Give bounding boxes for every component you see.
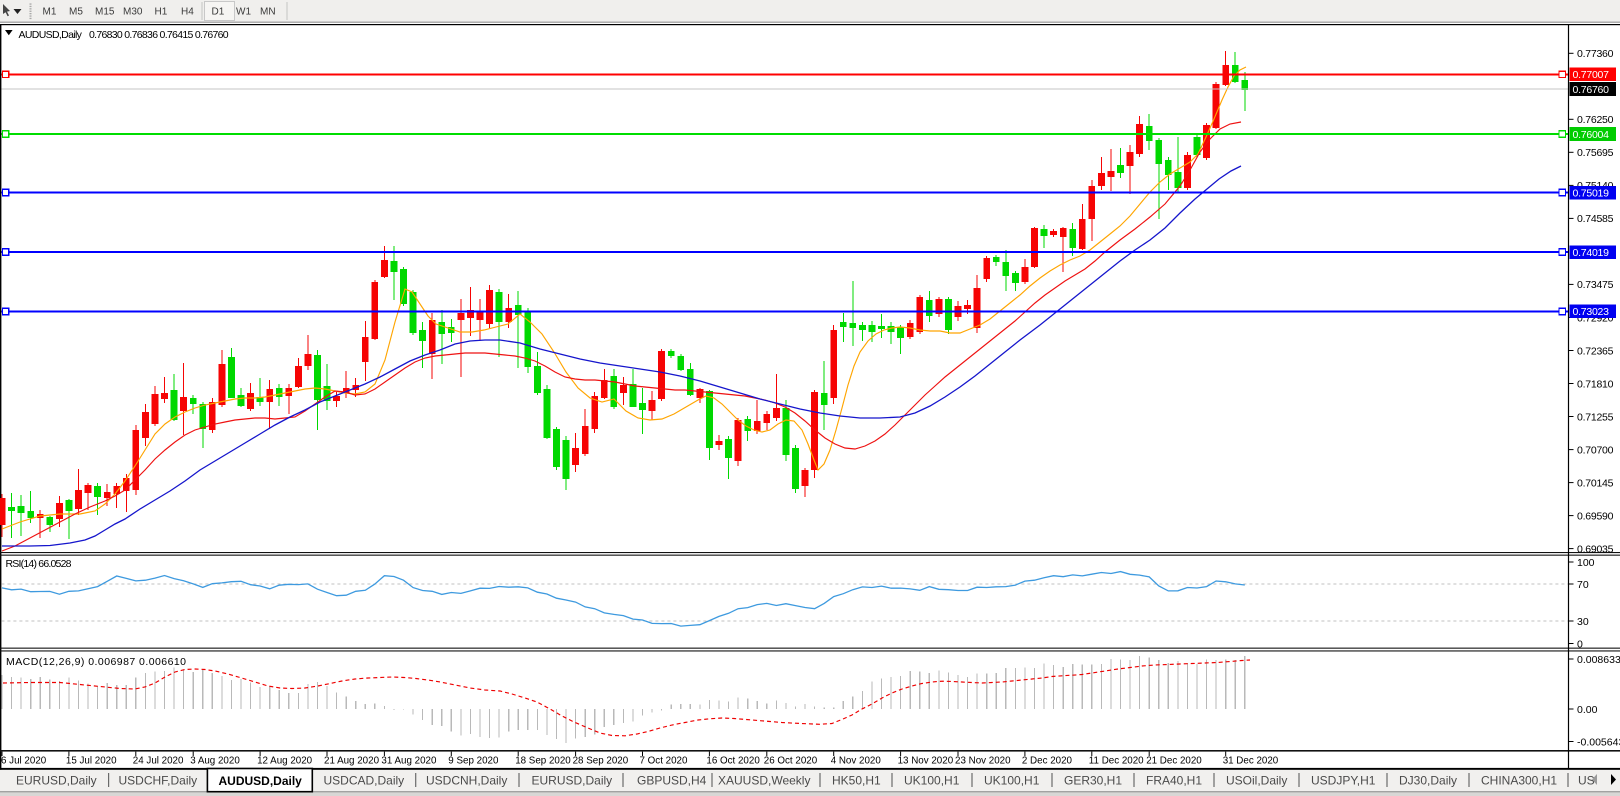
svg-text:0.73475: 0.73475 bbox=[1577, 279, 1614, 291]
svg-text:W1: W1 bbox=[236, 7, 251, 18]
svg-text:0.70700: 0.70700 bbox=[1577, 444, 1614, 456]
svg-text:USOil,Daily: USOil,Daily bbox=[1226, 774, 1287, 788]
svg-text:21 Dec 2020: 21 Dec 2020 bbox=[1146, 756, 1202, 767]
svg-text:H4: H4 bbox=[181, 7, 194, 18]
svg-text:M1: M1 bbox=[43, 7, 57, 18]
svg-text:0.74019: 0.74019 bbox=[1573, 247, 1610, 259]
svg-text:0.008633: 0.008633 bbox=[1577, 654, 1620, 666]
svg-text:16 Oct 2020: 16 Oct 2020 bbox=[706, 756, 760, 767]
svg-text:US: US bbox=[1578, 774, 1595, 788]
svg-text:M15: M15 bbox=[95, 7, 115, 18]
svg-text:0.76830 0.76836 0.76415 0.7676: 0.76830 0.76836 0.76415 0.76760 bbox=[89, 29, 229, 41]
svg-text:M30: M30 bbox=[123, 7, 143, 18]
svg-text:15 Jul 2020: 15 Jul 2020 bbox=[66, 756, 117, 767]
svg-text:D1: D1 bbox=[212, 7, 225, 18]
svg-text:UK100,H1: UK100,H1 bbox=[904, 774, 960, 788]
svg-text:CHINA300,H1: CHINA300,H1 bbox=[1481, 774, 1557, 788]
svg-text:26 Oct 2020: 26 Oct 2020 bbox=[764, 756, 818, 767]
svg-text:0.75019: 0.75019 bbox=[1573, 187, 1610, 199]
svg-text:13 Nov 2020: 13 Nov 2020 bbox=[898, 756, 954, 767]
svg-text:MACD(12,26,9) 0.006987 0.00661: MACD(12,26,9) 0.006987 0.006610 bbox=[6, 656, 186, 668]
svg-text:USDCNH,Daily: USDCNH,Daily bbox=[426, 774, 507, 788]
svg-text:0.76250: 0.76250 bbox=[1577, 114, 1614, 126]
svg-text:100: 100 bbox=[1577, 557, 1595, 569]
svg-text:UK100,H1: UK100,H1 bbox=[984, 774, 1040, 788]
svg-text:23 Nov 2020: 23 Nov 2020 bbox=[955, 756, 1011, 767]
svg-text:H1: H1 bbox=[155, 7, 168, 18]
svg-text:USDJPY,H1: USDJPY,H1 bbox=[1311, 774, 1376, 788]
svg-text:DJ30,Daily: DJ30,Daily bbox=[1399, 774, 1457, 788]
svg-text:USDCHF,Daily: USDCHF,Daily bbox=[119, 774, 198, 788]
svg-text:3 Aug 2020: 3 Aug 2020 bbox=[190, 756, 240, 767]
svg-text:0.77360: 0.77360 bbox=[1577, 48, 1614, 60]
svg-text:31 Dec 2020: 31 Dec 2020 bbox=[1223, 756, 1279, 767]
svg-text:MN: MN bbox=[260, 7, 276, 18]
svg-text:M5: M5 bbox=[69, 7, 83, 18]
svg-text:0.74585: 0.74585 bbox=[1577, 213, 1614, 225]
svg-text:0: 0 bbox=[1577, 639, 1583, 651]
svg-text:0.73023: 0.73023 bbox=[1573, 306, 1610, 318]
svg-text:0.75695: 0.75695 bbox=[1577, 147, 1614, 159]
svg-text:12 Aug 2020: 12 Aug 2020 bbox=[257, 756, 313, 767]
svg-text:FRA40,H1: FRA40,H1 bbox=[1146, 774, 1202, 788]
svg-text:30: 30 bbox=[1577, 616, 1589, 628]
svg-text:0.76760: 0.76760 bbox=[1573, 84, 1610, 96]
svg-text:EURUSD,Daily: EURUSD,Daily bbox=[532, 774, 613, 788]
svg-text:GER30,H1: GER30,H1 bbox=[1064, 774, 1122, 788]
svg-text:11 Dec 2020: 11 Dec 2020 bbox=[1089, 756, 1144, 767]
svg-text:EURUSD,Daily: EURUSD,Daily bbox=[16, 774, 97, 788]
svg-text:24 Jul 2020: 24 Jul 2020 bbox=[133, 756, 184, 767]
svg-text:-0.005643: -0.005643 bbox=[1577, 737, 1620, 749]
svg-text:70: 70 bbox=[1577, 579, 1589, 591]
svg-text:USDCAD,Daily: USDCAD,Daily bbox=[324, 774, 405, 788]
svg-text:RSI(14) 66.0528: RSI(14) 66.0528 bbox=[6, 558, 72, 570]
svg-text:31 Aug 2020: 31 Aug 2020 bbox=[381, 756, 437, 767]
svg-text:0.77007: 0.77007 bbox=[1573, 69, 1610, 81]
svg-text:9 Sep 2020: 9 Sep 2020 bbox=[448, 756, 499, 767]
svg-text:HK50,H1: HK50,H1 bbox=[832, 774, 881, 788]
svg-text:6 Jul 2020: 6 Jul 2020 bbox=[1, 756, 47, 767]
svg-text:XAUUSD,Weekly: XAUUSD,Weekly bbox=[718, 774, 810, 788]
svg-text:28 Sep 2020: 28 Sep 2020 bbox=[573, 756, 629, 767]
svg-text:0.70145: 0.70145 bbox=[1577, 477, 1614, 489]
svg-text:7 Oct 2020: 7 Oct 2020 bbox=[640, 756, 688, 767]
svg-text:0.76004: 0.76004 bbox=[1573, 129, 1610, 141]
svg-text:GBPUSD,H4: GBPUSD,H4 bbox=[637, 774, 707, 788]
svg-text:0.71255: 0.71255 bbox=[1577, 411, 1614, 423]
svg-text:0.69590: 0.69590 bbox=[1577, 510, 1614, 522]
svg-text:0.71810: 0.71810 bbox=[1577, 378, 1614, 390]
svg-text:0.00: 0.00 bbox=[1577, 704, 1598, 716]
svg-text:2 Dec 2020: 2 Dec 2020 bbox=[1022, 756, 1073, 767]
svg-text:AUDUSD,Daily: AUDUSD,Daily bbox=[19, 29, 83, 41]
svg-text:18 Sep 2020: 18 Sep 2020 bbox=[515, 756, 571, 767]
svg-text:21 Aug 2020: 21 Aug 2020 bbox=[324, 756, 380, 767]
svg-text:0.72365: 0.72365 bbox=[1577, 345, 1614, 357]
svg-text:0.69035: 0.69035 bbox=[1577, 543, 1614, 555]
svg-text:4 Nov 2020: 4 Nov 2020 bbox=[831, 756, 882, 767]
svg-text:AUDUSD,Daily: AUDUSD,Daily bbox=[219, 774, 303, 788]
